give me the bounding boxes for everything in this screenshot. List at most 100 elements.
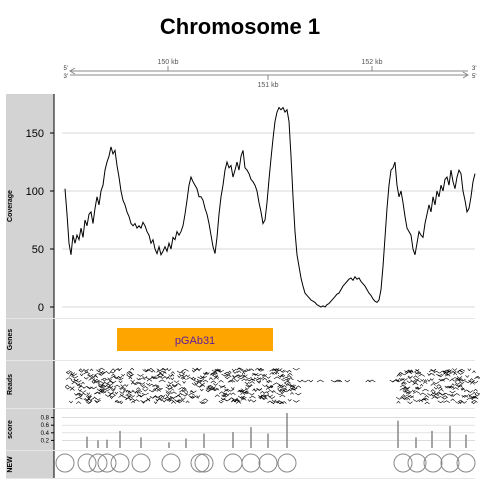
read-glyph	[194, 368, 200, 372]
read-glyph	[249, 392, 255, 396]
read-glyph	[401, 382, 406, 385]
read-glyph	[181, 387, 187, 390]
read-glyph	[268, 396, 276, 399]
read-glyph	[86, 400, 93, 404]
read-glyph	[466, 397, 474, 401]
coverage-tick-label-150: 150	[26, 128, 44, 140]
read-glyph	[235, 399, 239, 403]
read-glyph	[142, 376, 148, 379]
read-glyph	[308, 379, 314, 383]
genome-axis: 5' 3' 3' 5' 150 kb 151 kb 152 kb	[64, 59, 477, 89]
read-glyph	[150, 376, 158, 380]
read-glyph	[231, 399, 236, 403]
read-glyph	[414, 379, 422, 383]
read-glyph	[70, 372, 75, 376]
read-glyph	[154, 387, 162, 390]
read-glyph	[437, 392, 443, 396]
read-glyph	[78, 385, 85, 389]
read-glyph	[231, 387, 235, 390]
read-glyph	[108, 378, 112, 382]
read-glyph	[286, 369, 292, 373]
read-glyph	[415, 386, 420, 390]
read-glyph	[286, 375, 292, 378]
read-glyph	[139, 377, 146, 381]
read-glyph	[249, 395, 256, 399]
read-glyph	[222, 394, 227, 397]
read-glyph	[433, 370, 440, 374]
read-glyph	[431, 391, 436, 395]
read-glyph	[139, 394, 144, 398]
read-glyph	[256, 388, 262, 391]
read-glyph	[136, 391, 141, 394]
read-glyph	[277, 384, 284, 388]
read-glyph	[224, 388, 229, 392]
read-glyph	[119, 391, 126, 394]
new-circle-6	[161, 453, 181, 473]
read-glyph	[158, 379, 166, 383]
read-glyph	[176, 370, 184, 374]
read-glyph	[124, 384, 129, 387]
read-glyph	[442, 377, 450, 381]
read-glyph	[438, 388, 444, 392]
read-glyph	[450, 398, 455, 402]
read-glyph	[189, 395, 194, 399]
read-glyph	[153, 401, 158, 405]
read-glyph	[135, 389, 143, 393]
read-glyph	[75, 396, 83, 400]
read-glyph	[210, 380, 217, 384]
read-glyph	[223, 371, 231, 375]
read-glyph	[316, 379, 324, 383]
read-glyph	[258, 396, 263, 400]
read-glyph	[70, 379, 76, 383]
read-glyph	[271, 399, 277, 403]
read-glyph	[96, 369, 101, 373]
read-glyph	[457, 377, 461, 381]
read-glyph	[283, 380, 291, 384]
read-glyph	[258, 367, 263, 371]
read-glyph	[169, 395, 177, 399]
read-glyph	[413, 391, 421, 394]
read-glyph	[101, 387, 109, 390]
read-glyph	[205, 389, 211, 393]
read-glyph	[206, 385, 212, 388]
read-glyph	[422, 381, 428, 384]
read-glyph	[413, 375, 418, 378]
read-glyph	[427, 379, 431, 382]
read-glyph	[81, 381, 85, 385]
read-glyph	[228, 379, 236, 383]
read-glyph	[171, 391, 177, 395]
read-glyph	[284, 382, 289, 385]
read-glyph	[125, 397, 132, 400]
new-circle-9	[223, 453, 243, 473]
read-glyph	[261, 397, 267, 401]
read-glyph	[424, 395, 429, 398]
read-glyph	[452, 368, 458, 371]
score-tick-label-0.4: 0.4	[41, 431, 50, 437]
read-glyph	[414, 371, 422, 375]
read-glyph	[81, 392, 86, 396]
read-glyph	[76, 401, 82, 404]
read-glyph	[430, 389, 436, 392]
read-glyph	[109, 380, 117, 384]
read-glyph	[274, 370, 279, 373]
new-circle-5	[131, 453, 151, 473]
read-glyph	[152, 376, 160, 380]
read-glyph	[210, 371, 218, 375]
read-glyph	[407, 376, 413, 379]
read-glyph	[202, 379, 209, 383]
read-glyph	[271, 371, 278, 375]
read-glyph	[443, 372, 451, 376]
track-label-coverage: Coverage	[7, 190, 14, 222]
read-glyph	[108, 385, 114, 389]
read-glyph	[420, 398, 427, 401]
read-glyph	[78, 394, 83, 398]
read-glyph	[119, 401, 124, 405]
read-glyph	[202, 398, 209, 402]
read-glyph	[473, 388, 478, 392]
read-glyph	[415, 368, 420, 372]
read-glyph	[254, 377, 262, 381]
read-glyph	[287, 388, 292, 392]
read-glyph	[444, 370, 450, 374]
read-glyph	[111, 368, 116, 372]
read-glyph	[164, 376, 170, 379]
